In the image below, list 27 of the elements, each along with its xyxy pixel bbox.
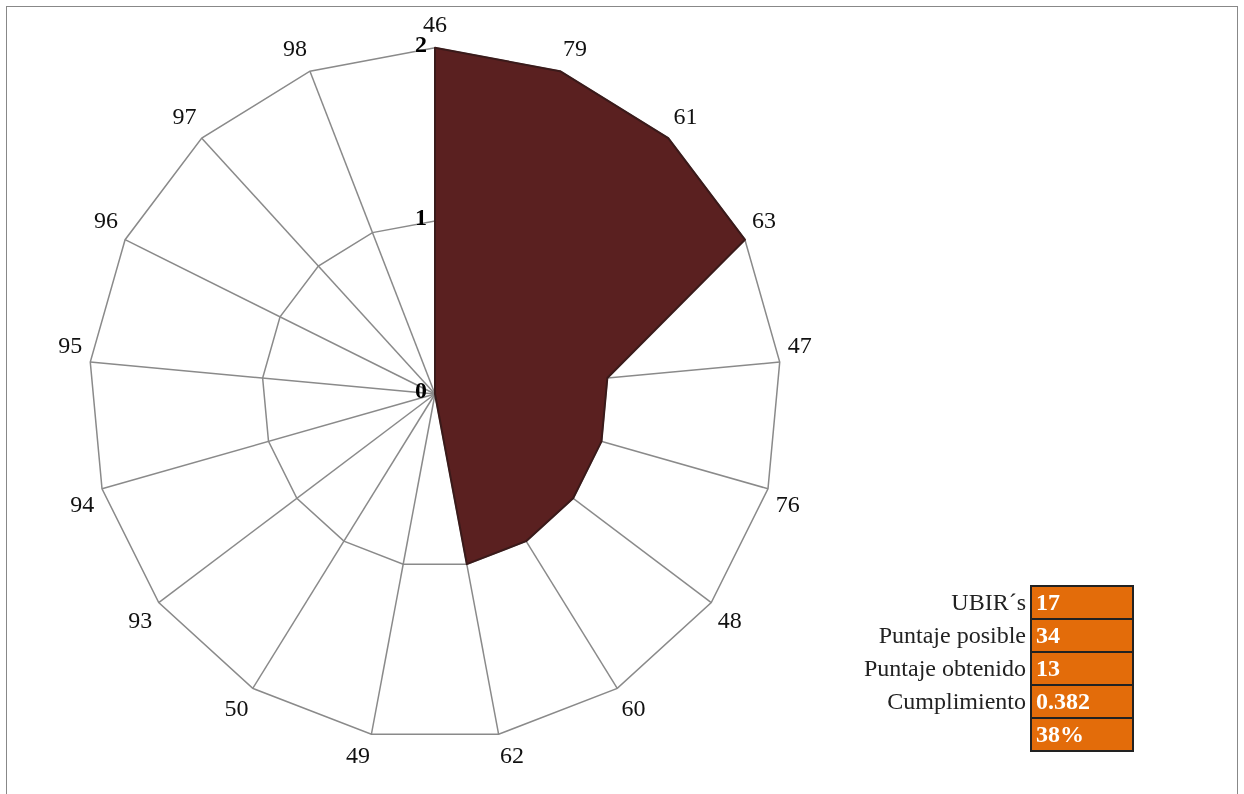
spoke-label: 62	[500, 741, 525, 768]
spoke-label: 60	[621, 694, 646, 721]
text: Puntaje obtenido	[863, 654, 1027, 683]
text: Puntaje posible	[877, 621, 1027, 650]
spoke-label: 96	[93, 207, 118, 234]
spoke-label: 49	[345, 741, 370, 768]
text: Cumplimiento	[886, 687, 1027, 716]
y-tick-label: 0	[415, 377, 427, 404]
spoke-label: 48	[717, 607, 742, 634]
spoke-label: 79	[562, 34, 587, 61]
text: 13	[1030, 652, 1133, 685]
text: 17	[1030, 586, 1133, 619]
spoke-label: 98	[283, 34, 308, 61]
spoke-label: 94	[70, 490, 95, 517]
spoke-label: 61	[673, 103, 698, 130]
spoke-label: 47	[787, 332, 812, 359]
text: 38%	[1030, 718, 1133, 751]
text: UBIR´s	[950, 588, 1027, 617]
text: 0.382	[1030, 685, 1133, 718]
spoke-label: 50	[224, 694, 249, 721]
spoke-label: 95	[58, 332, 83, 359]
spoke-label: 97	[172, 103, 197, 130]
spoke-label: 93	[128, 607, 153, 634]
y-tick-label: 1	[415, 204, 427, 231]
spoke-label: 76	[775, 490, 800, 517]
spoke-label: 63	[752, 207, 777, 234]
text: 34	[1030, 619, 1133, 652]
